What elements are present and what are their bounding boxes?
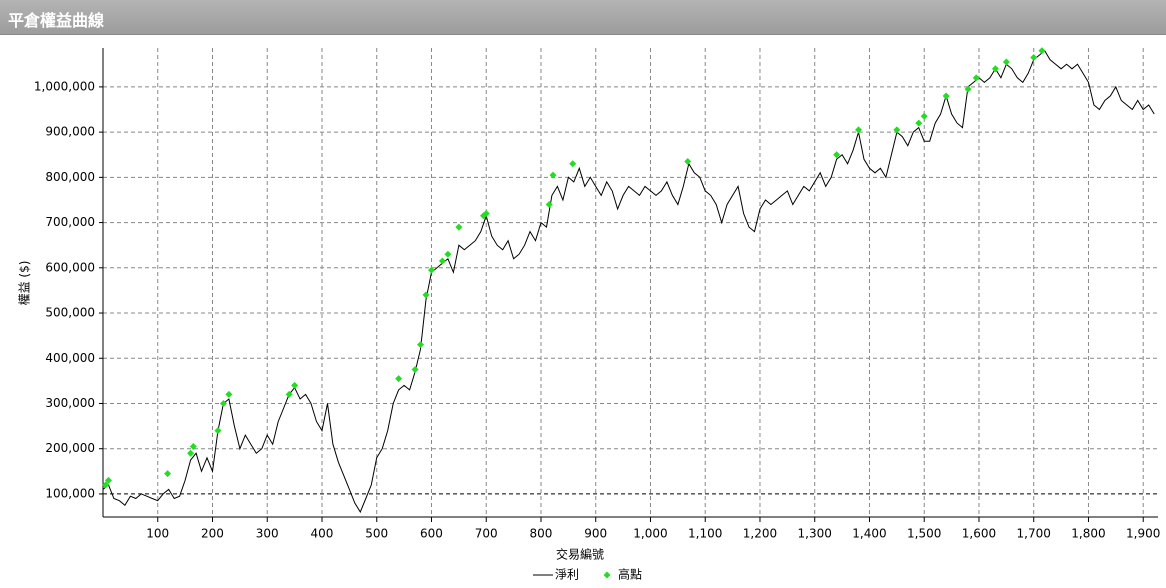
- x-tick-label: 1,100: [688, 527, 722, 541]
- high-point: [964, 85, 972, 93]
- legend-label: 淨利: [555, 568, 579, 582]
- high-point: [942, 92, 950, 100]
- y-tick-label: 800,000: [45, 170, 95, 184]
- x-tick-label: 700: [475, 527, 498, 541]
- high-point: [411, 366, 419, 374]
- x-tick-label: 900: [584, 527, 607, 541]
- high-point: [569, 160, 577, 168]
- high-point: [482, 210, 490, 218]
- high-point: [219, 399, 227, 407]
- x-tick-label: 1,300: [798, 527, 832, 541]
- high-point: [189, 442, 197, 450]
- high-point: [915, 119, 923, 127]
- high-point: [549, 171, 557, 179]
- high-point: [1002, 58, 1010, 66]
- high-point: [417, 341, 425, 349]
- x-tick-label: 1,800: [1071, 527, 1105, 541]
- x-tick-label: 1,600: [962, 527, 996, 541]
- high-point: [991, 65, 999, 73]
- high-point: [833, 151, 841, 159]
- high-point: [684, 158, 692, 166]
- high-point: [395, 375, 403, 383]
- y-tick-label: 300,000: [45, 396, 95, 410]
- high-point: [104, 476, 112, 484]
- legend-marker: [603, 571, 611, 579]
- x-tick-label: 1,000: [633, 527, 667, 541]
- high-point: [1038, 47, 1046, 55]
- x-tick-label: 800: [530, 527, 553, 541]
- high-point: [422, 291, 430, 299]
- x-tick-label: 400: [311, 527, 334, 541]
- high-point: [164, 470, 172, 478]
- y-tick-label: 400,000: [45, 351, 95, 365]
- high-point: [855, 126, 863, 134]
- x-tick-label: 500: [365, 527, 388, 541]
- high-point: [187, 449, 195, 457]
- y-axis-title: 權益 ($): [18, 261, 32, 306]
- high-point: [972, 74, 980, 82]
- high-point: [102, 481, 110, 489]
- y-tick-label: 700,000: [45, 215, 95, 229]
- y-tick-label: 900,000: [45, 125, 95, 139]
- x-tick-label: 1,400: [852, 527, 886, 541]
- header-bar: 平倉權益曲線: [0, 0, 1166, 35]
- y-tick-label: 500,000: [45, 306, 95, 320]
- x-tick-label: 1,700: [1017, 527, 1051, 541]
- chart-title: 平倉權益曲線: [8, 11, 105, 30]
- x-tick-label: 200: [201, 527, 224, 541]
- high-point: [285, 390, 293, 398]
- x-tick-label: 1,200: [743, 527, 777, 541]
- x-axis-title: 交易編號: [556, 547, 604, 562]
- high-point: [225, 390, 233, 398]
- high-point: [455, 223, 463, 231]
- high-point: [291, 381, 299, 389]
- high-point: [214, 427, 222, 435]
- high-point: [893, 126, 901, 134]
- high-point: [444, 250, 452, 258]
- high-point: [438, 257, 446, 265]
- high-point: [1030, 53, 1038, 61]
- equity-line: [102, 49, 1155, 514]
- x-tick-label: 600: [420, 527, 443, 541]
- legend-label: 高點: [618, 567, 642, 582]
- y-tick-label: 100,000: [45, 486, 95, 500]
- high-point: [920, 112, 928, 120]
- high-point: [545, 200, 553, 208]
- y-tick-label: 200,000: [45, 441, 95, 455]
- x-tick-label: 1,500: [907, 527, 941, 541]
- high-point: [427, 266, 435, 274]
- x-tick-label: 100: [146, 527, 169, 541]
- y-tick-label: 600,000: [45, 260, 95, 274]
- y-tick-label: 1,000,000: [34, 79, 95, 93]
- x-tick-label: 300: [256, 527, 279, 541]
- x-tick-label: 1,900: [1126, 527, 1160, 541]
